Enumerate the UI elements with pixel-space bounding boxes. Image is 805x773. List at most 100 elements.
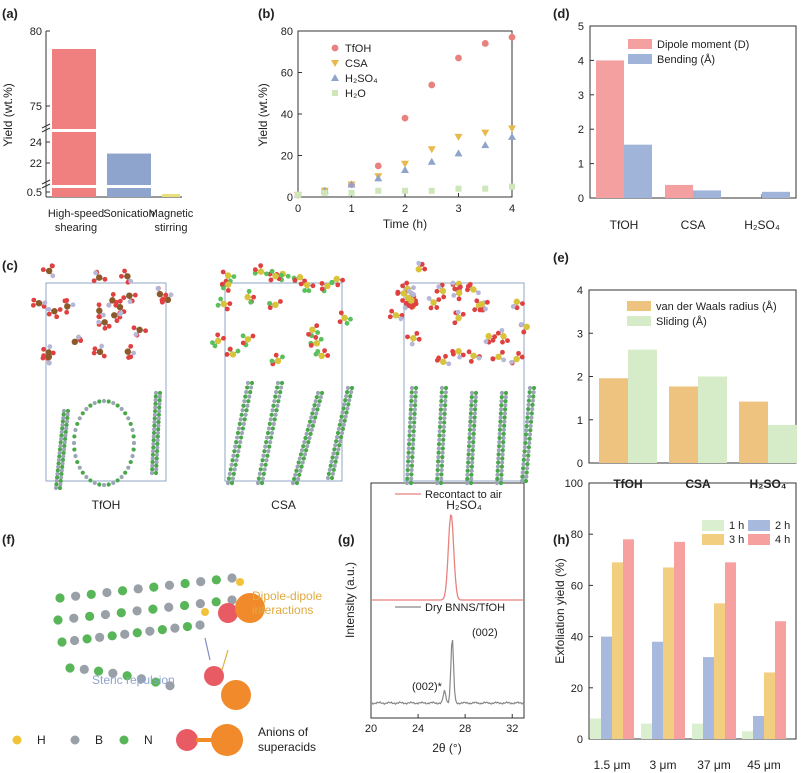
atom [442, 420, 447, 425]
atom [337, 443, 342, 448]
atom [245, 380, 251, 386]
atom [335, 282, 341, 288]
atom [473, 390, 479, 396]
atom [523, 432, 529, 437]
atom [439, 467, 444, 473]
atom [407, 433, 412, 438]
atom [64, 422, 69, 428]
atom [157, 401, 162, 407]
atom [272, 272, 279, 280]
a-y-tick-label: 22 [30, 158, 42, 170]
d-bar-1 [624, 144, 652, 198]
b-data-point-TfOH [401, 114, 409, 122]
atom [240, 426, 246, 431]
e-category-label: TfOH [613, 477, 642, 491]
atom [71, 338, 78, 346]
atom [154, 463, 159, 468]
atom [143, 328, 148, 334]
atom [109, 297, 116, 304]
anion-legend-label: Anions of [258, 725, 309, 739]
atom [343, 414, 348, 419]
atom [413, 394, 418, 399]
atom [471, 427, 477, 432]
atom [439, 385, 445, 391]
atom [499, 403, 504, 408]
atom [324, 282, 331, 290]
e-category-label: CSA [685, 477, 711, 491]
atom [271, 403, 276, 408]
atom [495, 472, 500, 477]
atom [437, 424, 443, 429]
atom [60, 422, 65, 428]
atom [460, 311, 466, 317]
atom [467, 439, 472, 445]
bn-atom [108, 668, 118, 678]
atom [439, 476, 444, 481]
atom [456, 289, 463, 297]
atom [65, 408, 71, 414]
b-data-point-TfOH [508, 33, 516, 41]
atom [92, 480, 97, 486]
atom [438, 403, 444, 408]
atom [315, 330, 321, 335]
anion-tail [235, 593, 265, 623]
atom [243, 412, 248, 417]
d-y-tick-label: 2 [578, 124, 584, 136]
atom [154, 452, 160, 457]
h-bar-1 [703, 657, 714, 739]
atom [271, 421, 276, 427]
atom [314, 323, 320, 329]
atom [483, 306, 488, 312]
atom [438, 480, 444, 486]
atom [224, 306, 230, 312]
atom [409, 394, 414, 399]
atom [411, 429, 416, 434]
atom [57, 307, 63, 312]
simulation-box [403, 282, 525, 482]
atom [96, 274, 103, 281]
b-legend-marker [332, 90, 338, 96]
h-legend-swatch [702, 534, 724, 545]
atom [261, 453, 266, 458]
h-legend-label: 4 h [775, 534, 790, 546]
atom [119, 406, 124, 412]
e-y-tick-label: 0 [577, 458, 583, 470]
atom [404, 480, 410, 486]
atom [234, 458, 239, 463]
atom [522, 445, 528, 450]
atom [465, 472, 470, 477]
atom [318, 352, 325, 360]
atom [246, 288, 252, 294]
atom [473, 403, 478, 408]
atom [443, 390, 448, 395]
atom [241, 421, 246, 427]
atom [469, 403, 474, 408]
e-y-tick-label: 3 [577, 328, 583, 340]
atom [339, 430, 345, 436]
atom [155, 441, 160, 447]
atom [499, 476, 504, 482]
atom [318, 394, 323, 400]
atom [77, 465, 82, 470]
atom [406, 459, 411, 464]
atom [442, 403, 448, 408]
d-legend-swatch [628, 54, 652, 64]
atom [236, 426, 242, 431]
d-legend-swatch [628, 39, 652, 49]
atom [70, 302, 76, 308]
atom [412, 403, 418, 408]
atom [334, 434, 340, 440]
atom [124, 348, 132, 355]
atom [313, 415, 318, 420]
atom [305, 427, 310, 432]
atom [336, 426, 342, 432]
atom [500, 444, 506, 449]
atom [440, 446, 445, 451]
atom [57, 450, 62, 456]
b-data-point-CSA [454, 133, 463, 141]
h-bar-1 [601, 636, 612, 739]
atom [495, 353, 502, 361]
atom [496, 448, 501, 453]
snapshot-caption: CSA [271, 498, 296, 512]
